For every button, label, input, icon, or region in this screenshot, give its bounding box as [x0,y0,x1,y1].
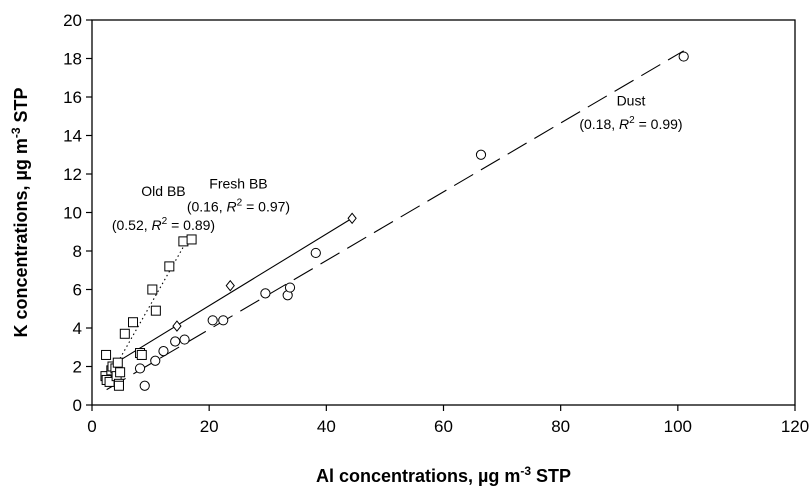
annotation-fresh-bb: Fresh BB (0.16, R2 = 0.97) [187,175,290,214]
square-point [113,380,124,391]
y-axis-title-main: K concentrations, µg m [11,138,31,337]
y-axis-title-sup: -3 [9,127,23,138]
x-tick-label: 100 [664,417,692,436]
y-tick-label: 4 [73,319,82,338]
diamond-point [172,320,182,332]
square-point [136,349,147,360]
y-axis-title: K concentrations, µg m-3 STP [9,87,31,337]
circle-point [170,336,181,347]
square-point [128,317,139,328]
x-tick-label: 40 [317,417,336,436]
x-axis-title-sup: -3 [520,464,531,478]
square-point [164,261,175,272]
circle-point [284,282,296,293]
y-tick-label: 6 [73,281,82,300]
circle-point [139,380,150,391]
y-tick-label: 10 [63,204,82,223]
x-axis-title-main: Al concentrations, µg m [316,466,520,486]
x-tick-label: 0 [87,417,96,436]
circle-point [158,346,169,357]
y-tick-label: 14 [63,127,82,146]
square-point [115,367,126,378]
y-tick-label: 8 [73,242,82,261]
diamond-point [225,279,235,292]
annotation-fresh-bb-title: Fresh BB [209,175,267,191]
data-markers [100,51,689,391]
x-tick-label: 60 [434,417,453,436]
annotation-dust: Dust (0.18, R2 = 0.99) [579,93,682,132]
square-point [101,349,112,360]
square-point [112,357,123,368]
x-axis-title-tail: STP [531,466,571,486]
x-tick-label: 120 [781,417,809,436]
y-axis-title-group: K concentrations, µg m-3 STP [9,87,31,337]
annotation-old-bb-title: Old BB [141,183,185,199]
annotations: Old BB (0.52, R2 = 0.89) Fresh BB (0.16,… [112,93,683,233]
fresh-bb-fit-line [106,217,353,369]
circle-point [310,247,321,259]
circle-point [218,315,229,326]
square-point [119,328,130,339]
axis-ticks: 0 20 40 60 80 100 120 0 2 4 6 8 10 12 14 16 18 20 [63,11,809,436]
x-tick-label: 80 [551,417,570,436]
square-point [178,236,189,247]
square-point [150,305,161,316]
x-tick-label: 20 [200,417,219,436]
square-point [186,234,197,245]
circle-point [678,51,689,62]
circle-point [134,363,146,374]
circle-point [260,288,271,299]
circle-point [207,315,218,326]
annotation-fresh-bb-stats: (0.16, R2 = 0.97) [187,198,290,215]
annotation-old-bb-stats: (0.52, R2 = 0.89) [112,216,215,233]
y-tick-label: 20 [63,11,82,30]
square-point [147,284,158,295]
annotation-dust-stats: (0.18, R2 = 0.99) [579,115,682,132]
y-tick-label: 2 [73,358,82,377]
annotation-old-bb: Old BB (0.52, R2 = 0.89) [112,183,215,233]
y-tick-label: 18 [63,50,82,69]
y-tick-label: 12 [63,165,82,184]
circle-point [179,334,190,345]
y-axis-title-tail: STP [11,87,31,127]
circle-point [150,355,161,366]
circle-point [475,149,487,160]
y-tick-label: 16 [63,88,82,107]
x-axis-title: Al concentrations, µg m-3 STP [316,464,571,486]
diamond-point [347,212,357,225]
y-tick-label: 0 [73,396,82,415]
annotation-dust-title: Dust [617,93,646,109]
dust-fit-line [106,50,684,391]
